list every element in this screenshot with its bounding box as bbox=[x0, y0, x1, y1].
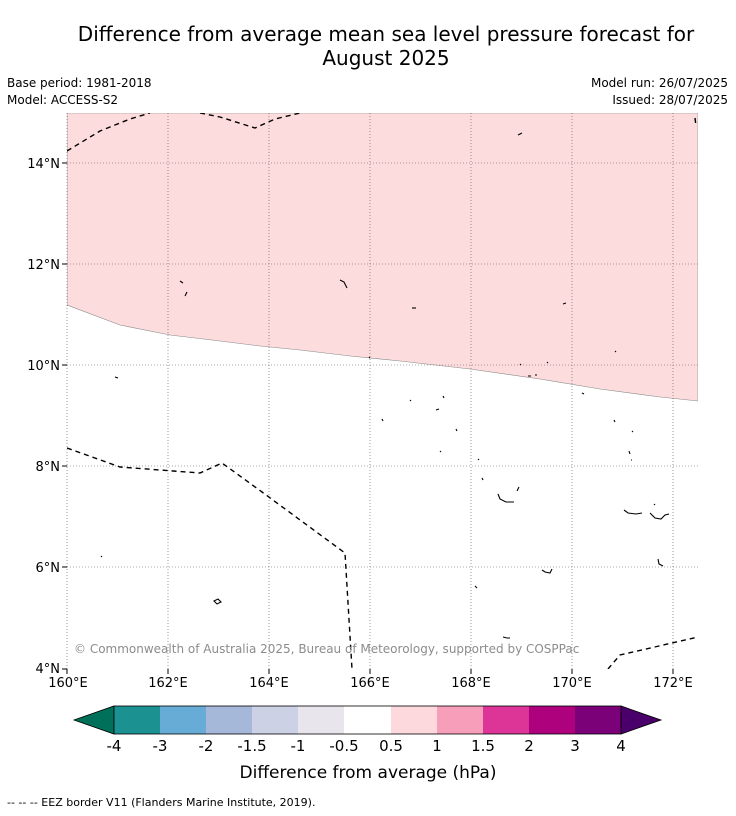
x-tick-label: 162°E bbox=[148, 676, 188, 691]
colorbar: -4 -3 -2 -1.5 -1 -0.5 0.5 1 1.5 2 3 4 Di… bbox=[72, 705, 663, 783]
colorbar-segment bbox=[160, 706, 206, 734]
model-text: Model: ACCESS-S2 bbox=[7, 93, 119, 107]
gridlines bbox=[66, 113, 698, 669]
atoll bbox=[502, 636, 510, 639]
colorbar-high-extension bbox=[620, 705, 663, 735]
atoll bbox=[381, 418, 634, 433]
atoll bbox=[541, 568, 553, 574]
eez-footnote: -- -- -- EEZ border V11 (Flanders Marine… bbox=[7, 796, 316, 809]
issued-text: Issued: 28/07/2025 bbox=[612, 93, 728, 107]
atoll bbox=[179, 280, 188, 297]
atoll bbox=[657, 558, 664, 567]
y-tick-label: 14°N bbox=[27, 157, 60, 172]
colorbar-segment bbox=[437, 706, 483, 734]
y-tick-labels: 4°N 6°N 8°N 10°N 12°N 14°N bbox=[27, 157, 60, 677]
atoll bbox=[439, 450, 632, 461]
atoll bbox=[614, 350, 617, 353]
title-line-2: August 2025 bbox=[322, 46, 450, 70]
colorbar-segment bbox=[391, 706, 437, 734]
colorbar-tick-label: 1.5 bbox=[471, 737, 495, 755]
x-tick-label: 166°E bbox=[350, 676, 390, 691]
x-tick-label: 172°E bbox=[653, 676, 693, 691]
colorbar-tick-label: 2 bbox=[524, 737, 534, 755]
chart-title: Difference from average mean sea level p… bbox=[0, 22, 736, 70]
colorbar-low-extension bbox=[72, 705, 115, 735]
eez-border-corner bbox=[694, 117, 697, 127]
colorbar-tick-label: -2 bbox=[199, 737, 214, 755]
colorbar-tick-label: -1.5 bbox=[237, 737, 266, 755]
meta-left: Base period: 1981-2018 Model: ACCESS-S2 bbox=[7, 75, 152, 109]
atoll bbox=[497, 486, 520, 503]
y-tick-label: 8°N bbox=[36, 460, 61, 475]
positive-anomaly-fill bbox=[67, 113, 698, 402]
atoll bbox=[562, 302, 567, 305]
colorbar-tick-labels: -4 -3 -2 -1.5 -1 -0.5 0.5 1 1.5 2 3 4 bbox=[107, 737, 626, 755]
islands bbox=[100, 132, 670, 639]
colorbar-title: Difference from average (hPa) bbox=[240, 763, 497, 783]
eez-border-southeast bbox=[607, 636, 698, 669]
atoll bbox=[100, 555, 103, 558]
atoll bbox=[339, 279, 348, 289]
atoll bbox=[481, 477, 484, 481]
colorbar-tick-label: 0.5 bbox=[379, 737, 403, 755]
x-tick-labels: 160°E 162°E 164°E 166°E 168°E 170°E 172°… bbox=[48, 676, 693, 691]
colorbar-tick-label: 3 bbox=[570, 737, 580, 755]
colorbar-segment bbox=[298, 706, 344, 734]
y-tick-label: 12°N bbox=[27, 258, 60, 273]
atoll bbox=[409, 395, 445, 411]
colorbar-tick-label: -3 bbox=[153, 737, 168, 755]
eez-borders bbox=[67, 113, 698, 669]
y-tick-label: 6°N bbox=[36, 561, 61, 576]
colorbar-outline bbox=[113, 705, 622, 735]
anomaly-region bbox=[67, 113, 698, 402]
colorbar-segment bbox=[575, 706, 621, 734]
x-tick-label: 168°E bbox=[451, 676, 491, 691]
colorbar-tick-label: -1 bbox=[291, 737, 306, 755]
atoll bbox=[517, 132, 523, 136]
atoll bbox=[474, 585, 478, 589]
colorbar-tick-label: -4 bbox=[107, 737, 122, 755]
atoll bbox=[114, 376, 119, 379]
colorbar-segment bbox=[483, 706, 529, 734]
eez-border-north bbox=[67, 113, 301, 152]
colorbar-tick-label: 4 bbox=[616, 737, 626, 755]
atoll bbox=[213, 598, 222, 605]
x-tick-label: 170°E bbox=[552, 676, 592, 691]
colorbar-segment bbox=[206, 706, 252, 734]
y-tick-label: 10°N bbox=[27, 359, 60, 374]
colorbar-segment bbox=[252, 706, 298, 734]
eez-border-marshall-south bbox=[67, 447, 353, 669]
x-tick-label: 160°E bbox=[48, 676, 88, 691]
axis-ticks bbox=[62, 162, 674, 674]
model-run-text: Model run: 26/07/2025 bbox=[590, 76, 728, 90]
atoll bbox=[623, 503, 670, 520]
atoll bbox=[368, 356, 371, 359]
colorbar-segment bbox=[114, 706, 160, 734]
copyright-text: © Commonwealth of Australia 2025, Bureau… bbox=[74, 642, 579, 656]
atoll bbox=[581, 392, 585, 395]
base-period-text: Base period: 1981-2018 bbox=[7, 76, 152, 90]
atoll bbox=[519, 361, 549, 377]
meta-right: Model run: 26/07/2025 Issued: 28/07/2025 bbox=[591, 75, 728, 109]
colorbar-segment bbox=[529, 706, 575, 734]
x-tick-label: 164°E bbox=[249, 676, 289, 691]
colorbar-tick-label: -0.5 bbox=[329, 737, 358, 755]
colorbar-segment bbox=[344, 706, 391, 734]
title-line-1: Difference from average mean sea level p… bbox=[77, 22, 695, 46]
y-tick-label: 4°N bbox=[36, 662, 61, 677]
colorbar-tick-label: 1 bbox=[432, 737, 442, 755]
